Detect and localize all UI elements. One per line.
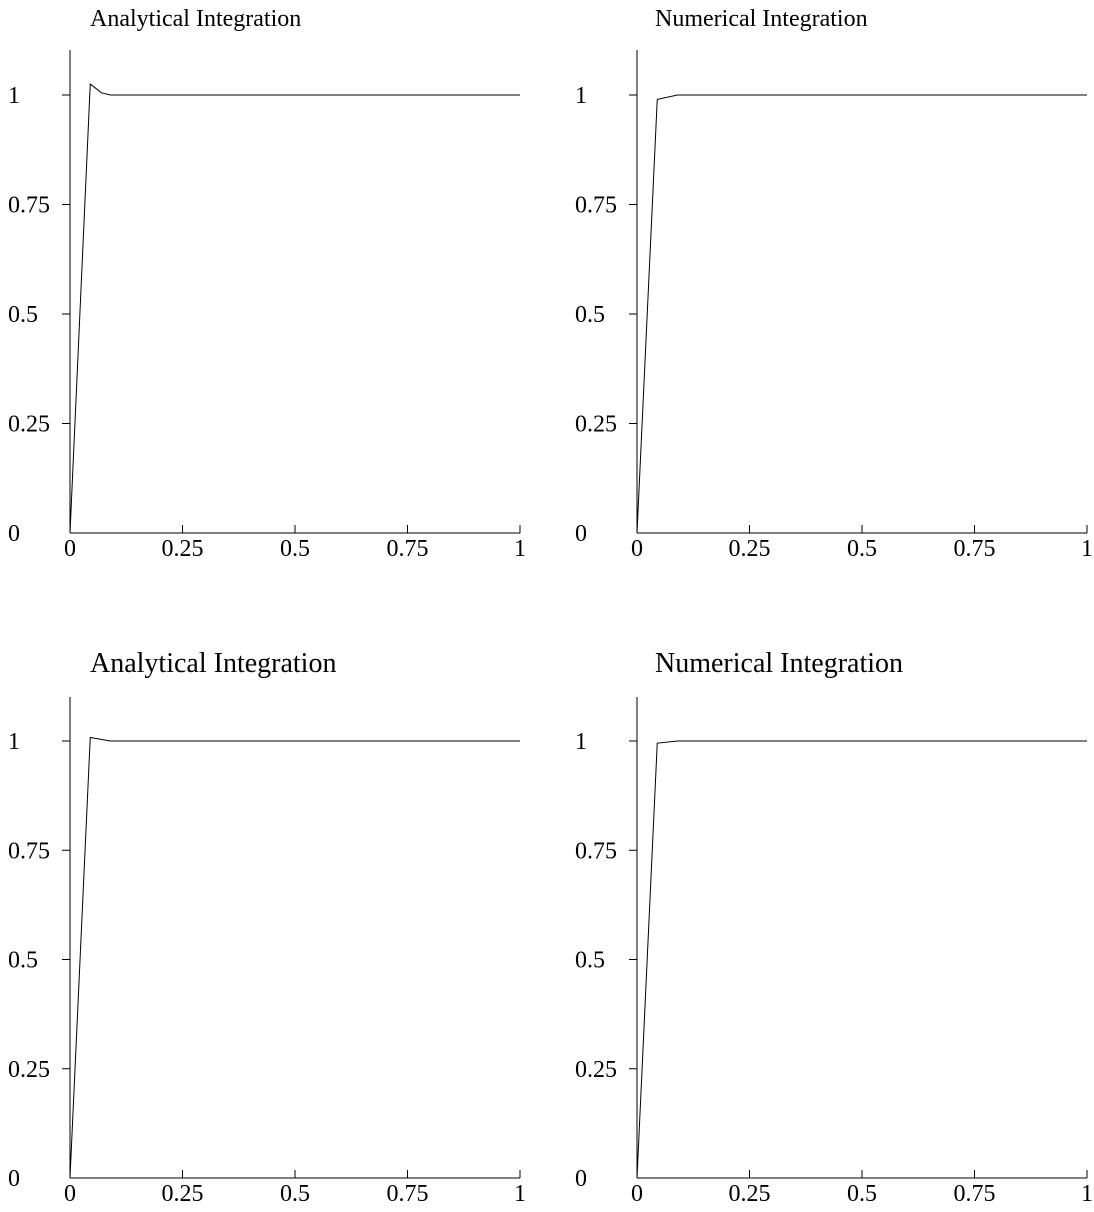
- series-line-1: [69, 736, 520, 1179]
- y-tick-label: 1: [575, 83, 587, 109]
- x-tick-label: 0.25: [162, 1181, 204, 1207]
- chart-title: Numerical Integration: [655, 648, 903, 679]
- x-tick-label: 1: [514, 1181, 526, 1207]
- chart-title: Numerical Integration: [655, 6, 868, 32]
- x-tick-label: 0.25: [162, 536, 204, 562]
- x-tick-label: 0.25: [729, 1181, 771, 1207]
- x-tick-label: 1: [1081, 536, 1093, 562]
- y-tick-label: 0.5: [8, 302, 38, 328]
- y-tick-label: 1: [8, 729, 20, 755]
- y-tick-label: 0.75: [575, 193, 617, 219]
- x-tick-label: 0.5: [847, 1181, 877, 1207]
- chart-panel-2: Numerical Integration 0 0.25 0.5 0.75 1 0 0.25 0…: [575, 6, 1093, 562]
- chart-panel-4: Numerical Integration 0 0.25 0.5 0.75 1 0 0.25 0…: [575, 648, 1093, 1207]
- x-tick-label: 0.25: [729, 536, 771, 562]
- chart-panel-1: Analytical Integration 0 0.25 0.5 0.75 1 0 0.25…: [8, 6, 526, 562]
- y-tick-label: 0.25: [575, 1057, 617, 1083]
- series-line-1: [636, 740, 1087, 1179]
- x-tick-label: 0.75: [387, 1181, 429, 1207]
- x-tick-label: 0.5: [280, 536, 310, 562]
- x-tick-label: 0.75: [954, 1181, 996, 1207]
- x-tick-label: 0.5: [280, 1181, 310, 1207]
- y-tick-label: 0: [8, 1166, 20, 1192]
- x-tick-label: 1: [514, 536, 526, 562]
- y-tick-label: 0.25: [8, 412, 50, 438]
- y-tick-label: 0.5: [575, 302, 605, 328]
- y-tick-label: 0.5: [8, 948, 38, 974]
- x-tick-label: 0: [64, 1181, 76, 1207]
- x-tick-label: 0.75: [954, 536, 996, 562]
- x-tick-label: 0: [64, 536, 76, 562]
- x-tick-label: 0.5: [847, 536, 877, 562]
- y-tick-label: 0.75: [8, 838, 50, 864]
- x-tick-label: 1: [1081, 1181, 1093, 1207]
- y-tick-label: 0.75: [575, 838, 617, 864]
- chart-panel-3: Analytical Integration 0 0.25 0.5 0.75 1 0 0.25…: [8, 648, 526, 1207]
- y-tick-label: 0.25: [8, 1057, 50, 1083]
- y-tick-label: 0.75: [8, 193, 50, 219]
- series-line-1: [636, 94, 1087, 534]
- y-tick-label: 1: [575, 729, 587, 755]
- y-tick-label: 0.5: [575, 948, 605, 974]
- y-tick-label: 1: [8, 83, 20, 109]
- y-tick-label: 0.25: [575, 412, 617, 438]
- x-tick-label: 0: [631, 536, 643, 562]
- x-tick-label: 0: [631, 1181, 643, 1207]
- y-tick-label: 0: [575, 521, 587, 547]
- chart-title: Analytical Integration: [90, 6, 301, 32]
- y-tick-label: 0: [8, 521, 20, 547]
- chart-title: Analytical Integration: [90, 648, 336, 679]
- y-tick-label: 0: [575, 1166, 587, 1192]
- x-tick-label: 0.75: [387, 536, 429, 562]
- series-line-1: [69, 83, 520, 534]
